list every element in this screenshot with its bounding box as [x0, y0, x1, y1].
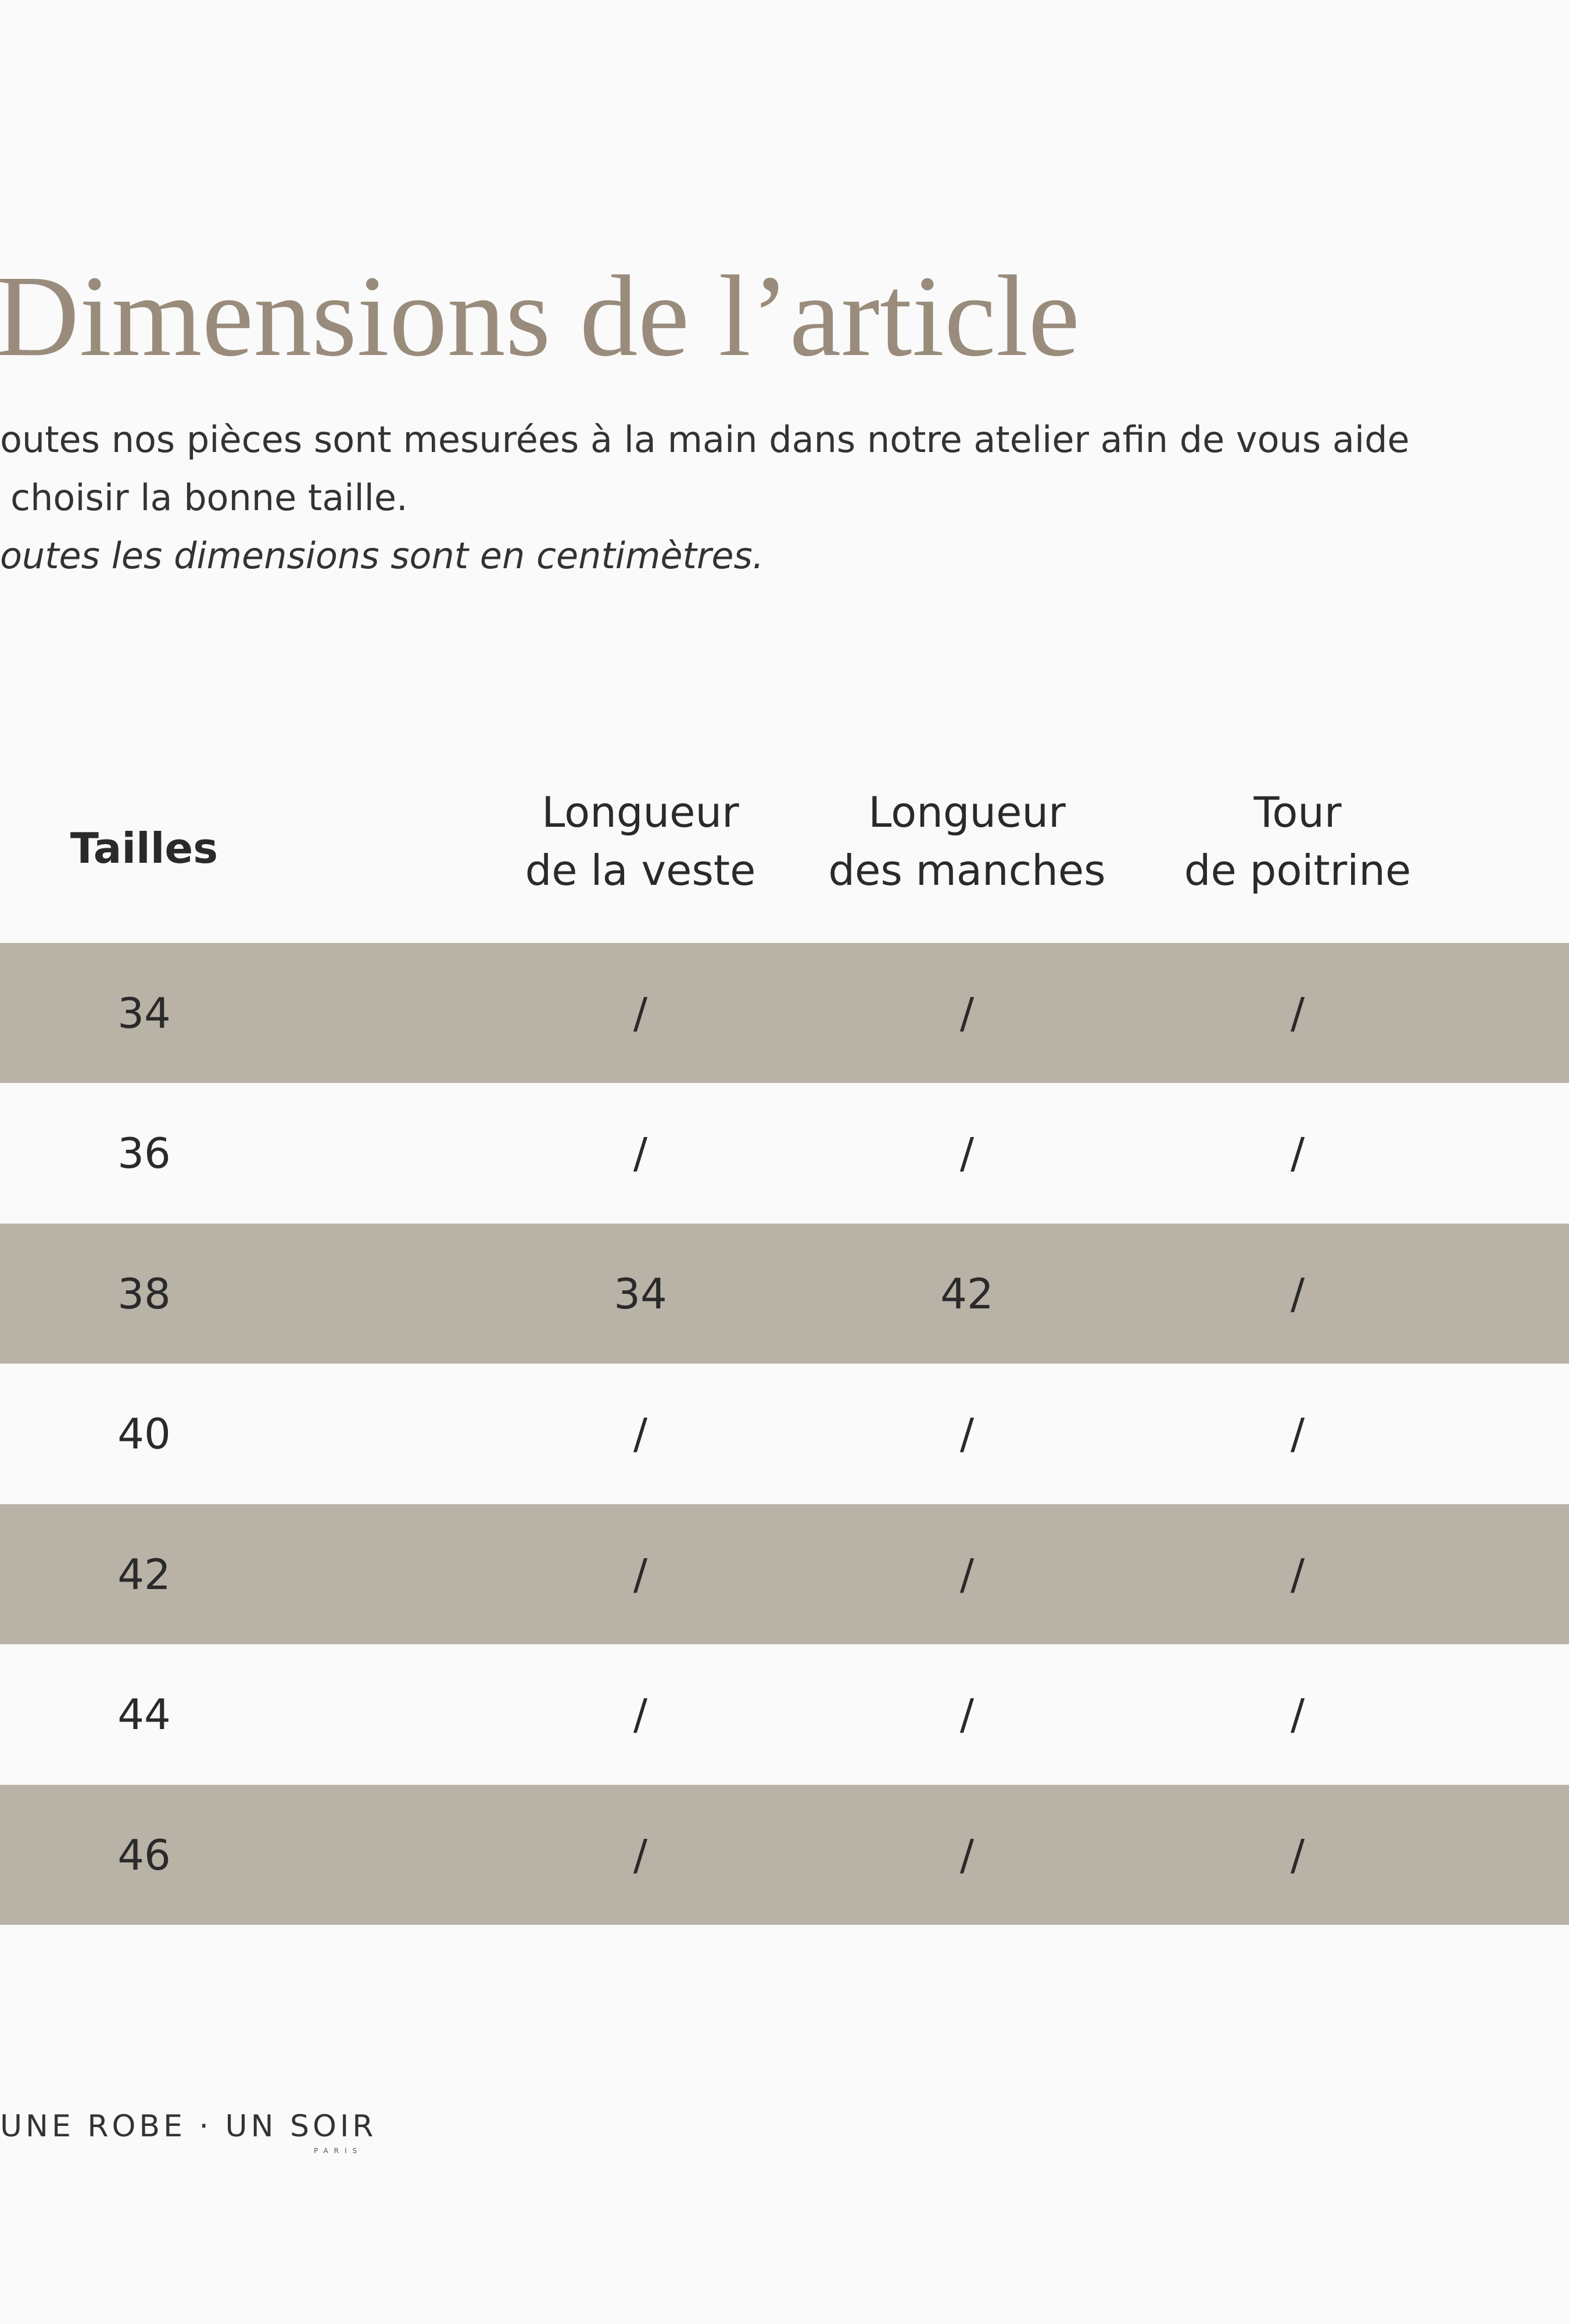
brand-logo: UNE ROBE · UN SOIR	[0, 2109, 377, 2144]
header-line: Tailles	[70, 824, 218, 873]
table-row: 40 / / /	[0, 1364, 1569, 1504]
intro-line: outes nos pièces sont mesurées à la main…	[0, 418, 1410, 461]
table-cell: /	[959, 1550, 975, 1599]
table-cell: /	[959, 1410, 975, 1458]
title: Dimensions de l’article	[0, 252, 1080, 381]
table-row: 38 34 42 /	[0, 1224, 1569, 1364]
column-header: Tailles	[70, 819, 218, 877]
table-cell: 40	[117, 1410, 171, 1458]
column-header: Longueur de la veste	[525, 783, 756, 899]
table-cell: /	[959, 1129, 975, 1178]
table-cell: 42	[940, 1269, 994, 1318]
table-cell: /	[633, 988, 648, 1038]
table-row: 42 / / /	[0, 1504, 1569, 1644]
header-line: Longueur	[542, 788, 739, 837]
table-cell: 44	[117, 1690, 171, 1739]
table-row: 36 / / /	[0, 1084, 1569, 1224]
table-cell: /	[1290, 1550, 1305, 1599]
header-line: de la veste	[525, 846, 756, 895]
table-cell: /	[959, 988, 975, 1038]
table-cell: 42	[117, 1550, 171, 1599]
note: outes les dimensions sont en centimètres…	[0, 535, 764, 577]
table-cell: 34	[117, 988, 171, 1038]
table-cell: 36	[117, 1129, 171, 1178]
table-cell: 34	[614, 1269, 667, 1318]
table-cell: /	[633, 1830, 648, 1880]
table-cell: /	[633, 1410, 648, 1458]
table-cell: 46	[117, 1830, 171, 1880]
header-line: Longueur	[868, 788, 1066, 837]
table-row: 34 / / /	[0, 943, 1569, 1083]
table-row: 44 / / /	[0, 1645, 1569, 1785]
header-line: de poitrine	[1184, 846, 1412, 895]
table-row: 46 / / /	[0, 1785, 1569, 1925]
table-cell: /	[1290, 1690, 1305, 1739]
table-cell: /	[959, 1830, 975, 1880]
table-cell: /	[1290, 988, 1305, 1038]
table-cell: /	[1290, 1410, 1305, 1458]
table-cell: /	[633, 1129, 648, 1178]
table-cell: 38	[117, 1269, 171, 1318]
column-header: Longueur des manches	[828, 783, 1105, 899]
table-cell: /	[1290, 1830, 1305, 1880]
table-cell: /	[633, 1550, 648, 1599]
column-header: Tour de poitrine	[1184, 783, 1411, 899]
header-line: des manches	[828, 846, 1106, 895]
table-cell: /	[959, 1690, 975, 1739]
table-cell: /	[633, 1690, 648, 1739]
header-line: Tour	[1253, 788, 1342, 837]
table-cell: /	[1290, 1129, 1305, 1178]
table-cell: /	[1290, 1269, 1305, 1318]
intro-line: choisir la bonne taille.	[10, 476, 408, 519]
brand-city: PARIS	[314, 2147, 363, 2155]
